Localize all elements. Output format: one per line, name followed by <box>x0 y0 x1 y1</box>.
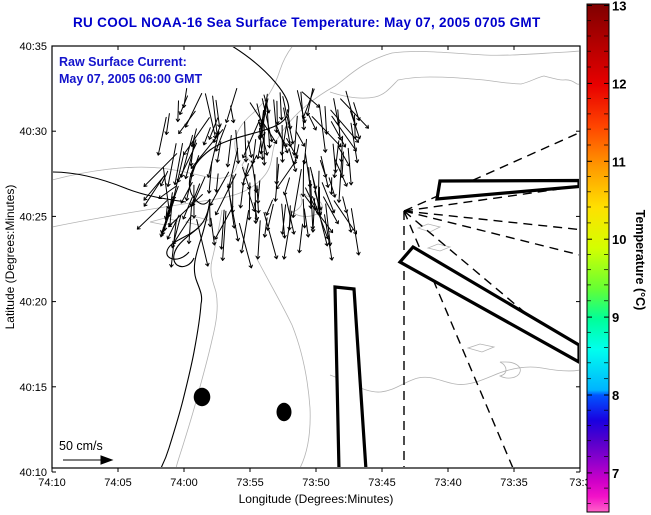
svg-text:Temperature (°C): Temperature (°C) <box>633 210 647 311</box>
svg-text:40:15: 40:15 <box>19 382 47 394</box>
svg-text:40:25: 40:25 <box>19 211 47 223</box>
svg-text:8: 8 <box>612 388 619 403</box>
svg-text:40:35: 40:35 <box>19 41 47 53</box>
svg-text:7: 7 <box>612 466 619 481</box>
svg-text:74:00: 74:00 <box>170 477 198 489</box>
svg-text:11: 11 <box>612 154 626 169</box>
svg-text:40:10: 40:10 <box>19 467 47 479</box>
svg-text:12: 12 <box>612 76 626 91</box>
svg-text:73:50: 73:50 <box>302 477 330 489</box>
svg-text:13: 13 <box>612 0 626 14</box>
svg-text:73:40: 73:40 <box>434 477 462 489</box>
svg-text:RU COOL NOAA-16 Sea Surface: RU COOL NOAA-16 Sea Surface Temperature:… <box>73 15 541 30</box>
svg-text:50 cm/s: 50 cm/s <box>59 439 103 453</box>
svg-text:May 07, 2005 06:00 GMT: May 07, 2005 06:00 GMT <box>59 72 202 86</box>
svg-text:Raw Surface Current:: Raw Surface Current: <box>59 55 187 69</box>
svg-text:73:55: 73:55 <box>236 477 264 489</box>
svg-text:73:45: 73:45 <box>368 477 396 489</box>
svg-text:74:05: 74:05 <box>104 477 132 489</box>
svg-text:10: 10 <box>612 232 626 247</box>
svg-text:9: 9 <box>612 310 619 325</box>
svg-text:40:20: 40:20 <box>19 297 47 309</box>
svg-text:Longitude (Degrees:Minutes): Longitude (Degrees:Minutes) <box>239 492 394 506</box>
svg-text:40:30: 40:30 <box>19 126 47 138</box>
svg-text:73:35: 73:35 <box>500 477 528 489</box>
svg-text:Latitude (Degrees:Minutes): Latitude (Degrees:Minutes) <box>3 185 17 330</box>
